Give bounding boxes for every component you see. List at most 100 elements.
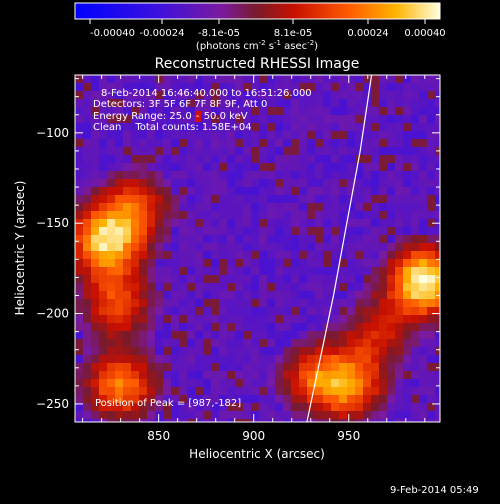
heatmap-cell (371, 179, 380, 188)
heatmap-cell (267, 379, 276, 388)
heatmap-cell (131, 163, 140, 172)
heatmap-cell (227, 75, 236, 84)
heatmap-cell (323, 267, 332, 276)
heatmap-cell (291, 395, 300, 404)
heatmap-cell (315, 315, 324, 324)
heatmap-cell (339, 347, 348, 356)
heatmap-cell (387, 163, 396, 172)
heatmap-cell (323, 315, 332, 324)
heatmap-cell (427, 243, 436, 252)
heatmap-cell (427, 339, 436, 348)
heatmap-cell (139, 219, 148, 228)
heatmap-cell (219, 171, 228, 180)
heatmap-cell (411, 227, 420, 236)
heatmap-cell (363, 195, 372, 204)
heatmap-cell (75, 83, 84, 92)
heatmap-cell (379, 171, 388, 180)
heatmap-cell (195, 411, 204, 420)
heatmap-cell (123, 347, 132, 356)
heatmap-cell (147, 75, 156, 84)
heatmap-cell (251, 331, 260, 340)
heatmap-cell (283, 251, 292, 260)
heatmap-cell (235, 195, 244, 204)
heatmap-cell (419, 83, 428, 92)
heatmap-cell (91, 251, 100, 260)
heatmap-cell (371, 355, 380, 364)
heatmap-cell (347, 163, 356, 172)
heatmap-cell (131, 323, 140, 332)
heatmap-cell (347, 307, 356, 316)
heatmap-cell (427, 115, 436, 124)
heatmap-cell (243, 115, 252, 124)
heatmap-cell (227, 339, 236, 348)
heatmap-cell (355, 123, 364, 132)
heatmap-cell (371, 283, 380, 292)
heatmap-cell (387, 123, 396, 132)
heatmap-cell (403, 323, 412, 332)
heatmap-cell (267, 291, 276, 300)
heatmap-cell (395, 219, 404, 228)
heatmap-cell (227, 355, 236, 364)
heatmap-cell (347, 283, 356, 292)
heatmap-cell (339, 283, 348, 292)
heatmap-cell (259, 91, 268, 100)
heatmap-cell (259, 83, 268, 92)
heatmap-cell (339, 259, 348, 268)
heatmap-cell (171, 395, 180, 404)
heatmap-cell (123, 219, 132, 228)
heatmap-cell (163, 331, 172, 340)
heatmap-cell (315, 227, 324, 236)
heatmap-cell (179, 179, 188, 188)
heatmap-cell (435, 235, 440, 244)
heatmap-cell (419, 363, 428, 372)
heatmap-cell (267, 355, 276, 364)
heatmap-cell (107, 75, 116, 84)
heatmap-cell (427, 219, 436, 228)
heatmap-cell (283, 75, 292, 84)
heatmap-cell (387, 219, 396, 228)
heatmap-cell (171, 99, 180, 108)
heatmap-cell (355, 395, 364, 404)
heatmap-cell (219, 267, 228, 276)
heatmap-cell (299, 179, 308, 188)
heatmap-cell (203, 123, 212, 132)
heatmap-cell (219, 243, 228, 252)
heatmap-cell (347, 219, 356, 228)
heatmap-cell (379, 123, 388, 132)
heatmap-cell (235, 307, 244, 316)
heatmap-cell (83, 251, 92, 260)
heatmap-cell (203, 187, 212, 196)
heatmap-cell (195, 171, 204, 180)
heatmap-cell (131, 307, 140, 316)
heatmap-cell (291, 203, 300, 212)
heatmap-cell (267, 123, 276, 132)
heatmap-cell (251, 371, 260, 380)
heatmap-cell (91, 131, 100, 140)
heatmap-cell (387, 259, 396, 268)
heatmap-cell (307, 155, 316, 164)
heatmap-cell (115, 123, 124, 132)
heatmap-cell (307, 331, 316, 340)
heatmap-cell (435, 243, 440, 252)
heatmap-cell (251, 123, 260, 132)
heatmap-cell (91, 411, 100, 420)
heatmap-cell (99, 403, 108, 412)
heatmap-cell (331, 267, 340, 276)
heatmap-cell (403, 347, 412, 356)
heatmap-cell (195, 331, 204, 340)
heatmap-cell (259, 131, 268, 140)
heatmap-cell (107, 107, 116, 116)
heatmap-cell (267, 91, 276, 100)
heatmap-cell (227, 227, 236, 236)
heatmap-cell (179, 163, 188, 172)
heatmap-cell (331, 299, 340, 308)
heatmap-cell (395, 251, 404, 260)
heatmap-cell (139, 339, 148, 348)
heatmap-cell (323, 299, 332, 308)
heatmap-cell (427, 227, 436, 236)
heatmap-cell (275, 147, 284, 156)
heatmap-cell (227, 315, 236, 324)
heatmap-cell (363, 123, 372, 132)
heatmap-cell (235, 75, 244, 84)
heatmap-cell (131, 411, 140, 420)
